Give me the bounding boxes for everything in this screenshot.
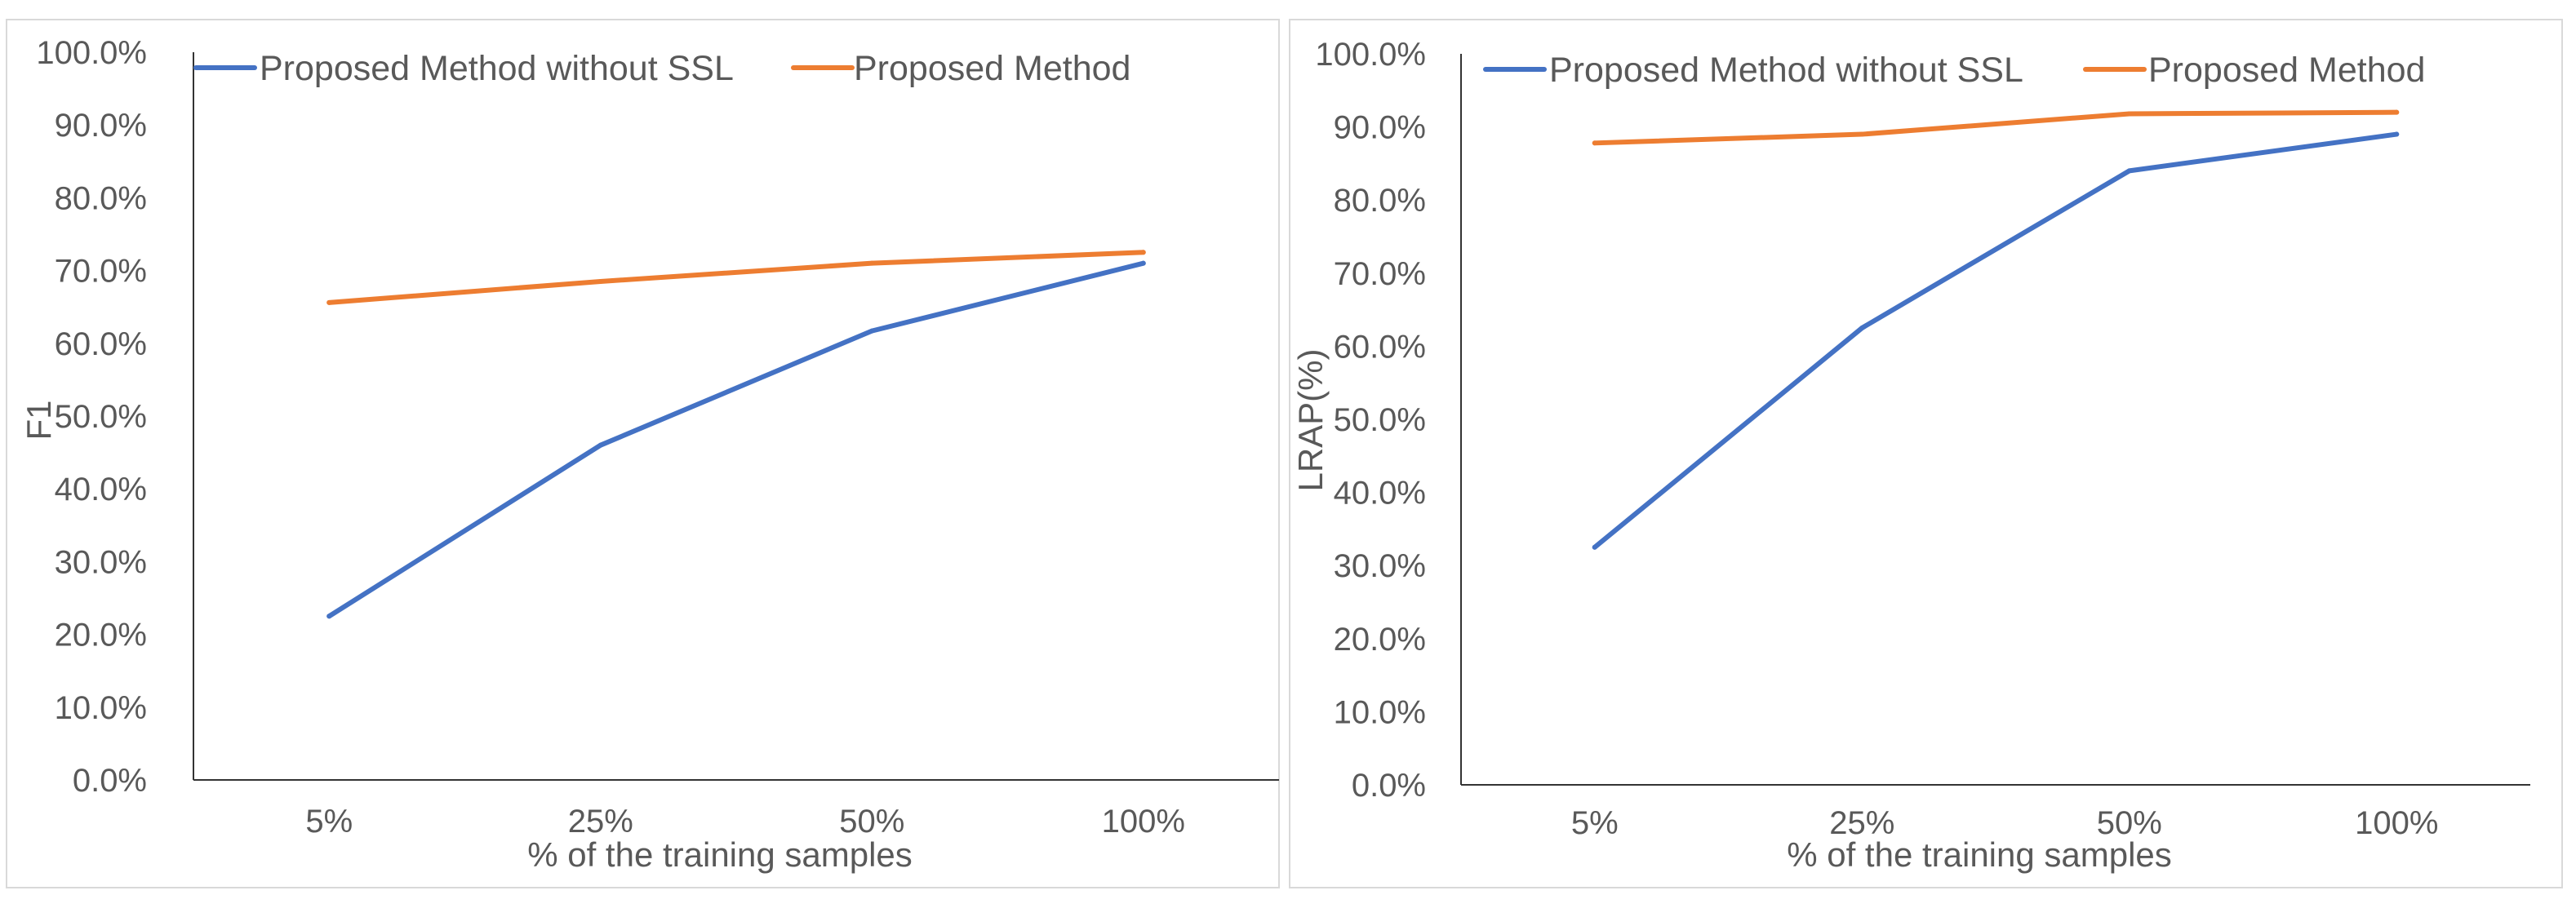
x-tick-label: 50% bbox=[839, 804, 904, 839]
data-point bbox=[1592, 544, 1597, 550]
y-tick-label: 10.0% bbox=[55, 690, 147, 726]
y-tick-label: 0.0% bbox=[1352, 768, 1426, 804]
data-point bbox=[597, 442, 603, 448]
y-tick-label: 80.0% bbox=[55, 180, 147, 216]
y-tick-label: 60.0% bbox=[1334, 329, 1426, 365]
x-tick-label: 25% bbox=[1829, 805, 1894, 841]
data-point bbox=[326, 299, 332, 305]
x-tick-label: 100% bbox=[1102, 804, 1185, 839]
y-tick-label: 20.0% bbox=[1334, 622, 1426, 658]
x-tick-label: 5% bbox=[305, 804, 353, 839]
x-tick-label: 50% bbox=[2097, 805, 2162, 841]
y-tick-label: 30.0% bbox=[55, 544, 147, 580]
x-axis-label: % of the training samples bbox=[527, 835, 913, 874]
legend-label-1: Proposed Method without SSL bbox=[260, 49, 734, 88]
y-tick-label: 70.0% bbox=[55, 254, 147, 290]
x-tick-label: 25% bbox=[568, 804, 633, 839]
data-point bbox=[1859, 326, 1865, 330]
data-point bbox=[326, 614, 332, 619]
data-point bbox=[2394, 109, 2400, 115]
series-line-2 bbox=[1592, 109, 2400, 146]
y-tick-label: 10.0% bbox=[1334, 694, 1426, 730]
y-axis-label: F1 bbox=[20, 400, 58, 440]
legend-label-2: Proposed Method bbox=[2148, 51, 2425, 90]
chart-panel-1: 0.0% 10.0% 20.0% 30.0% 40.0% 50.0% 60.0% 70.0% 8… bbox=[6, 19, 1280, 888]
y-tick-label: 20.0% bbox=[55, 618, 147, 653]
data-point bbox=[597, 278, 603, 284]
data-point bbox=[869, 260, 875, 266]
y-tick-label: 40.0% bbox=[1334, 476, 1426, 512]
data-point bbox=[2126, 111, 2132, 117]
y-tick-label: 50.0% bbox=[1334, 402, 1426, 438]
data-point bbox=[1140, 260, 1146, 266]
y-axis-label: LRAP(%) bbox=[1291, 348, 1330, 491]
x-tick-label: 100% bbox=[2355, 805, 2438, 841]
y-tick-label: 90.0% bbox=[55, 108, 147, 144]
y-tick-label: 60.0% bbox=[55, 326, 147, 362]
data-point bbox=[1859, 131, 1865, 137]
y-tick-label: 30.0% bbox=[1334, 548, 1426, 584]
x-axis-label: % of the training samples bbox=[1787, 835, 2172, 874]
y-tick-label: 90.0% bbox=[1334, 110, 1426, 146]
data-point bbox=[2394, 131, 2400, 137]
legend-label-2: Proposed Method bbox=[854, 49, 1130, 88]
y-tick-label: 0.0% bbox=[73, 763, 147, 799]
data-point bbox=[1592, 140, 1597, 146]
chart-panel-2: 0.0% 10.0% 20.0% 30.0% 40.0% 50.0% 60.0% 70.0% 8… bbox=[1289, 19, 2563, 888]
data-point bbox=[2126, 168, 2132, 174]
series-line-1 bbox=[1592, 131, 2400, 550]
data-point bbox=[1140, 250, 1146, 255]
series-line-2 bbox=[326, 250, 1146, 305]
chart-frame bbox=[6, 19, 1280, 888]
data-point bbox=[869, 328, 875, 334]
x-tick-label: 5% bbox=[1571, 805, 1619, 841]
y-tick-label: 40.0% bbox=[55, 472, 147, 507]
y-tick-label: 100.0% bbox=[36, 35, 147, 71]
series-line-1 bbox=[326, 260, 1146, 619]
y-tick-label: 80.0% bbox=[1334, 183, 1426, 219]
chart-frame bbox=[1289, 19, 2563, 888]
y-tick-label: 100.0% bbox=[1315, 37, 1426, 73]
y-tick-label: 70.0% bbox=[1334, 256, 1426, 292]
y-tick-label: 50.0% bbox=[55, 399, 147, 435]
legend-label-1: Proposed Method without SSL bbox=[1549, 51, 2023, 90]
